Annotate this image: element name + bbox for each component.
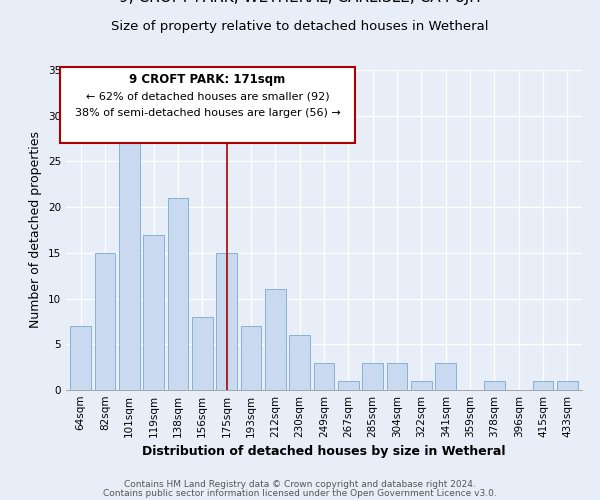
X-axis label: Distribution of detached houses by size in Wetheral: Distribution of detached houses by size … — [142, 446, 506, 458]
Text: Contains HM Land Registry data © Crown copyright and database right 2024.: Contains HM Land Registry data © Crown c… — [124, 480, 476, 489]
Bar — [362, 362, 383, 390]
Bar — [241, 326, 262, 390]
Bar — [386, 362, 407, 390]
Bar — [192, 317, 212, 390]
Text: Size of property relative to detached houses in Wetheral: Size of property relative to detached ho… — [111, 20, 489, 32]
Bar — [216, 253, 237, 390]
Text: 38% of semi-detached houses are larger (56) →: 38% of semi-detached houses are larger (… — [74, 108, 340, 118]
Bar — [265, 290, 286, 390]
Bar — [436, 362, 456, 390]
Bar — [70, 326, 91, 390]
Bar — [95, 253, 115, 390]
Text: 9, CROFT PARK, WETHERAL, CARLISLE, CA4 8JH: 9, CROFT PARK, WETHERAL, CARLISLE, CA4 8… — [119, 0, 481, 5]
Text: 9 CROFT PARK: 171sqm: 9 CROFT PARK: 171sqm — [130, 74, 286, 86]
Bar — [289, 335, 310, 390]
Text: ← 62% of detached houses are smaller (92): ← 62% of detached houses are smaller (92… — [86, 92, 329, 102]
Text: Contains public sector information licensed under the Open Government Licence v3: Contains public sector information licen… — [103, 488, 497, 498]
Bar — [533, 381, 553, 390]
Bar — [119, 134, 140, 390]
Bar — [143, 234, 164, 390]
Bar — [411, 381, 432, 390]
Bar — [484, 381, 505, 390]
Bar — [167, 198, 188, 390]
Bar — [314, 362, 334, 390]
Bar — [557, 381, 578, 390]
Bar — [338, 381, 359, 390]
Y-axis label: Number of detached properties: Number of detached properties — [29, 132, 43, 328]
